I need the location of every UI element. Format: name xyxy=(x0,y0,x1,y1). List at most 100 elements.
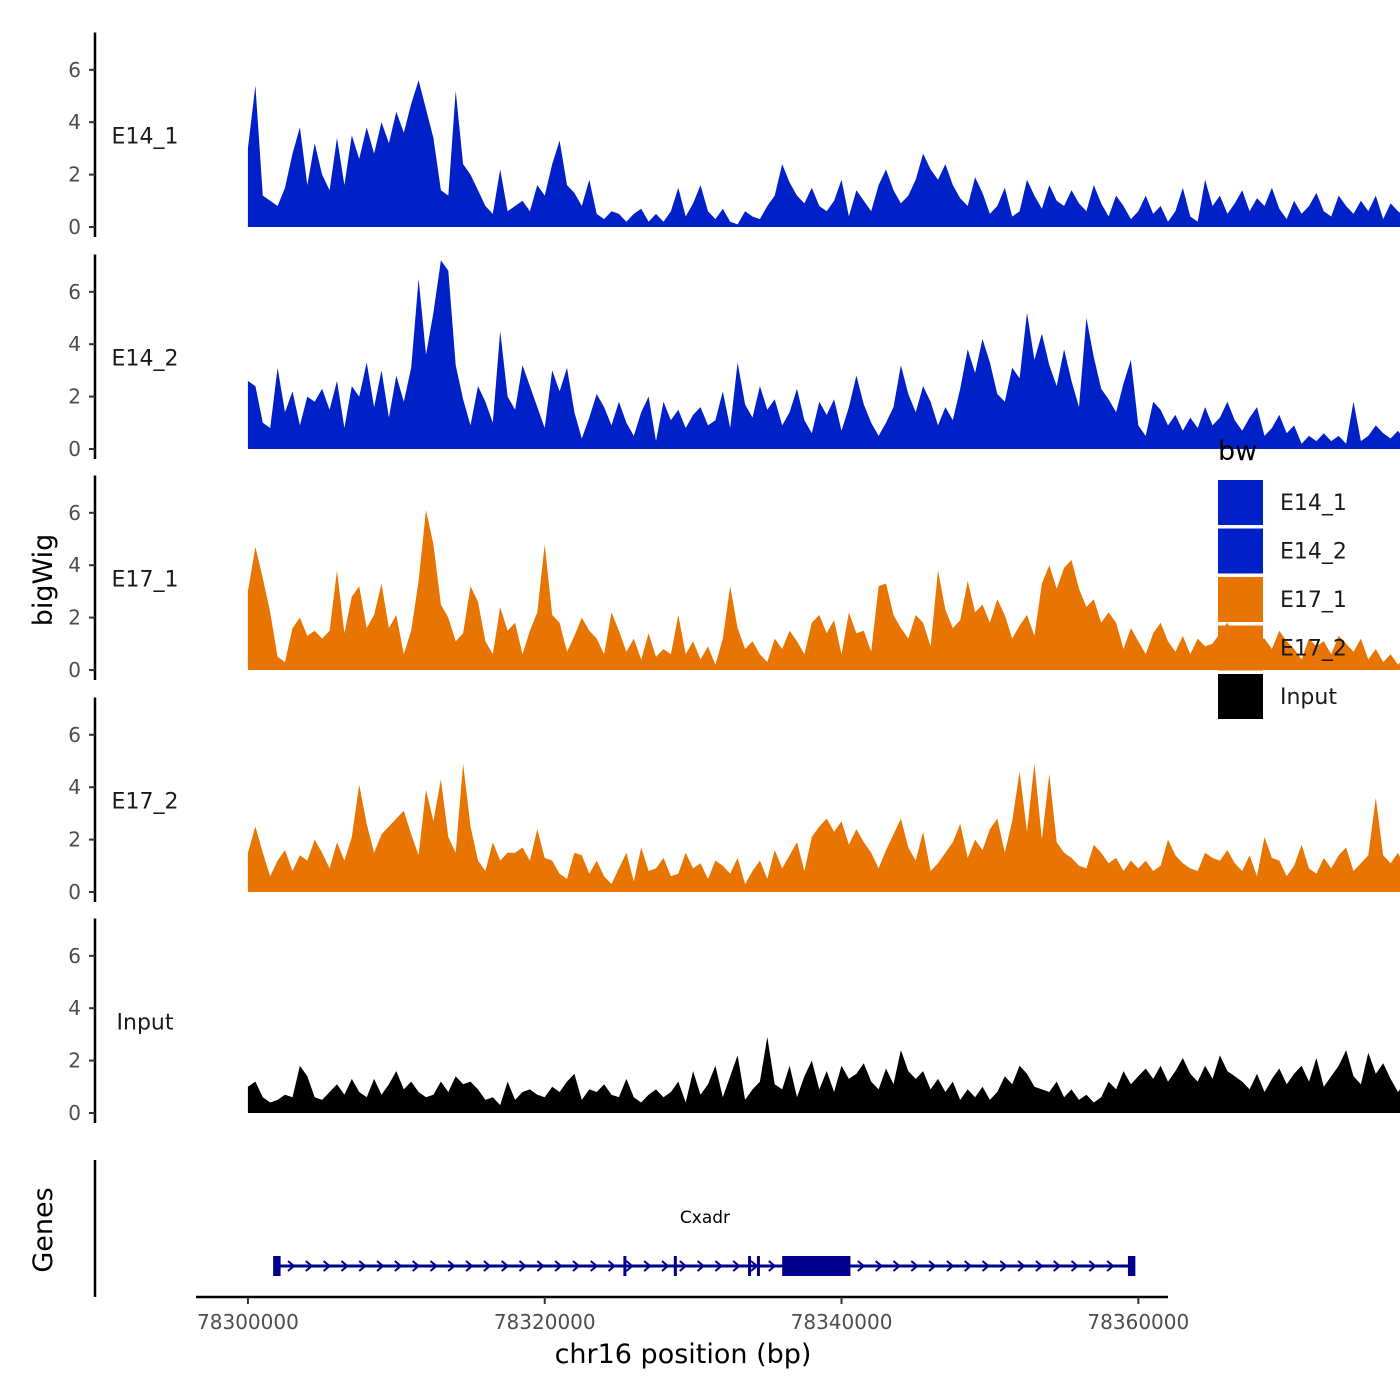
strand-arrow xyxy=(714,1260,723,1272)
strand-arrow xyxy=(732,1260,741,1272)
strand-arrow xyxy=(572,1260,581,1272)
legend-swatch xyxy=(1218,674,1263,719)
strand-arrow xyxy=(1106,1260,1115,1272)
tracks-group: 0 2 4 6 E14_1 0 2 4 6 E14_2 0 2 4 6 E17_1 0 2 4 6 E17_2 0 2 4 6… xyxy=(68,32,1400,1125)
track-e14-2: 0 2 4 6 E14_2 xyxy=(68,254,1400,461)
strand-arrow xyxy=(287,1260,296,1272)
track-e17-2: 0 2 4 6 E17_2 xyxy=(68,697,1400,904)
y-tick-label: 2 xyxy=(68,385,81,409)
x-axis: 78300000 78320000 78340000 78360000 xyxy=(196,1295,1189,1334)
signal-area xyxy=(247,510,1400,670)
strand-arrow xyxy=(874,1260,884,1272)
strand-arrow xyxy=(411,1260,421,1272)
y-tick-label: 6 xyxy=(68,944,81,968)
track-label: E17_1 xyxy=(112,567,179,592)
exon xyxy=(673,1256,677,1276)
legend-swatch xyxy=(1218,528,1263,574)
legend-entry: E14_2 xyxy=(1218,528,1347,574)
legend-label: E17_1 xyxy=(1280,588,1347,613)
strand-arrow xyxy=(554,1260,563,1272)
legend-label: E17_2 xyxy=(1280,637,1347,662)
y-tick-label: 6 xyxy=(68,501,81,525)
strand-arrow xyxy=(1070,1260,1080,1272)
y-tick-label: 2 xyxy=(68,828,81,852)
strand-arrow xyxy=(1053,1260,1062,1272)
strand-arrow xyxy=(518,1260,528,1272)
strand-arrow xyxy=(358,1260,367,1272)
gene-track-group: Cxadr xyxy=(93,1160,1136,1297)
legend-entry: E17_2 xyxy=(1218,625,1347,671)
track-e17-1: 0 2 4 6 E17_1 xyxy=(68,475,1400,682)
y-tick-label: 0 xyxy=(68,880,81,904)
x-tick-label: 78320000 xyxy=(494,1310,596,1334)
strand-arrow xyxy=(305,1260,314,1272)
signal-area xyxy=(247,1037,1400,1113)
strand-arrow xyxy=(376,1260,385,1272)
y-tick-label: 6 xyxy=(68,58,81,82)
strand-arrow xyxy=(999,1260,1008,1272)
strand-arrow xyxy=(928,1260,937,1272)
strand-arrow xyxy=(857,1260,866,1272)
legend-label: Input xyxy=(1280,685,1337,710)
x-tick-label: 78360000 xyxy=(1087,1310,1189,1334)
legend-entry: E17_1 xyxy=(1218,577,1347,622)
strand-arrow xyxy=(625,1260,634,1272)
strand-arrow xyxy=(1017,1260,1026,1272)
y-tick-label: 0 xyxy=(68,658,81,682)
strand-arrow xyxy=(483,1260,492,1272)
gene-name-label: Cxadr xyxy=(680,1208,730,1228)
strand-arrow xyxy=(536,1260,545,1272)
y-axis-title: bigWig xyxy=(28,534,59,627)
strand-arrow xyxy=(1035,1260,1044,1272)
y-tick-label: 4 xyxy=(68,553,81,577)
strand-arrow xyxy=(1088,1260,1097,1272)
exon xyxy=(273,1256,281,1276)
legend-swatch xyxy=(1218,577,1263,622)
strand-arrow xyxy=(447,1260,456,1272)
strand-arrow xyxy=(768,1260,777,1272)
strand-arrow xyxy=(696,1260,706,1272)
x-tick-label: 78300000 xyxy=(197,1310,299,1334)
strand-arrow xyxy=(981,1260,991,1272)
y-tick-label: 6 xyxy=(68,723,81,747)
legend-label: E14_2 xyxy=(1280,540,1347,565)
track-label: E14_2 xyxy=(112,346,179,371)
strand-arrow xyxy=(429,1260,438,1272)
track-label: Input xyxy=(117,1010,174,1035)
exon xyxy=(748,1256,752,1276)
y-tick-label: 2 xyxy=(68,1049,81,1073)
strand-arrow xyxy=(501,1260,510,1272)
strand-arrow xyxy=(322,1260,332,1272)
strand-arrow xyxy=(394,1260,403,1272)
y-tick-label: 6 xyxy=(68,280,81,304)
y-tick-label: 4 xyxy=(68,775,81,799)
x-tick-label: 78340000 xyxy=(791,1310,893,1334)
track-label: E17_2 xyxy=(112,789,179,814)
y-tick-label: 4 xyxy=(68,996,81,1020)
strand-arrow xyxy=(679,1260,688,1272)
legend-entry: E14_1 xyxy=(1218,480,1347,525)
y-tick-label: 0 xyxy=(68,1101,81,1125)
signal-area xyxy=(247,763,1400,892)
legend-swatch xyxy=(1218,480,1263,525)
strand-arrow xyxy=(340,1260,349,1272)
exon xyxy=(623,1256,627,1276)
track-label: E14_1 xyxy=(112,124,179,149)
legend-label: E14_1 xyxy=(1280,491,1347,516)
strand-arrow xyxy=(465,1260,474,1272)
y-tick-label: 0 xyxy=(68,437,81,461)
signal-area xyxy=(247,80,1400,227)
strand-arrow xyxy=(910,1260,919,1272)
legend-entry: Input xyxy=(1218,674,1337,719)
exon xyxy=(756,1256,760,1276)
strand-arrow xyxy=(964,1260,973,1272)
legend: bw E14_1 E14_2 E17_1 E17_2 Input xyxy=(1218,436,1347,719)
signal-area xyxy=(247,260,1400,449)
strand-arrow xyxy=(590,1260,599,1272)
strand-arrow xyxy=(946,1260,955,1272)
y-tick-label: 0 xyxy=(68,215,81,239)
exon xyxy=(1127,1256,1136,1276)
y-tick-label: 2 xyxy=(68,606,81,630)
strand-arrow xyxy=(643,1260,652,1272)
